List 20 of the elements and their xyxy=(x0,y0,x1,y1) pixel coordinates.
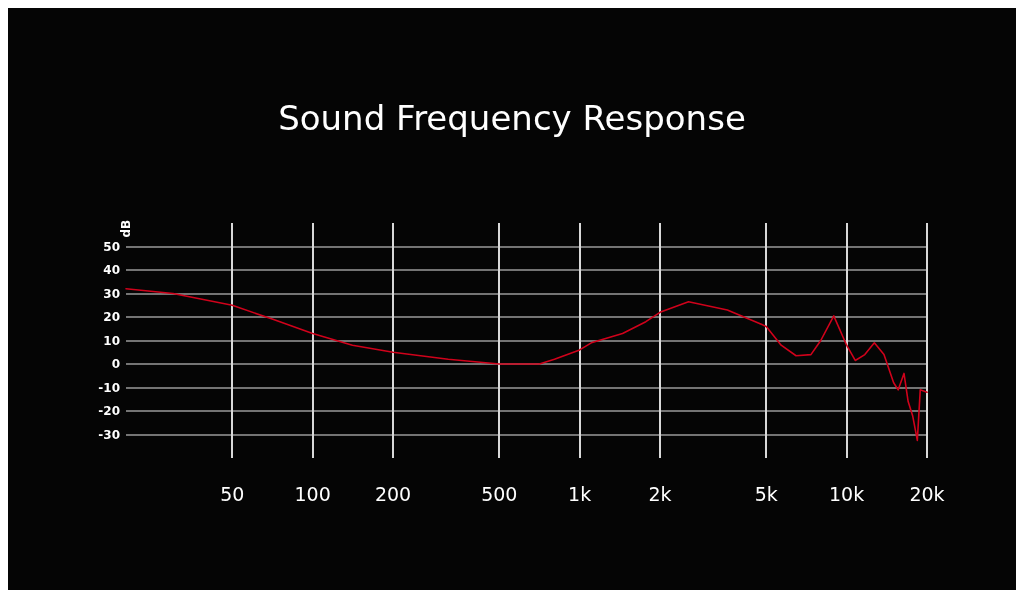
y-tick-label: -20 xyxy=(98,404,120,418)
y-tick-label: 50 xyxy=(103,239,120,254)
y-axis-title: dB xyxy=(119,219,133,238)
x-tick-label: 5k xyxy=(754,482,778,505)
y-tick-label: 40 xyxy=(103,263,120,277)
x-tick-label: 10k xyxy=(829,482,865,505)
x-tick-label: 200 xyxy=(374,482,412,505)
y-tick-label: -10 xyxy=(98,380,120,395)
x-tick-label: 1k xyxy=(568,482,592,505)
x-tick-label: 2k xyxy=(648,482,672,505)
chart-title: Sound Frequency Response xyxy=(278,98,746,138)
y-tick-label: 30 xyxy=(103,286,120,301)
x-tick-label: 100 xyxy=(294,482,331,505)
y-tick-label: 0 xyxy=(111,357,120,371)
x-tick-label: 20k xyxy=(909,482,945,505)
x-tick-label: 500 xyxy=(481,482,518,505)
y-tick-label: 10 xyxy=(103,333,120,348)
y-tick-label: -30 xyxy=(98,427,120,442)
x-tick-label: 50 xyxy=(220,482,245,505)
y-tick-label: 20 xyxy=(103,310,120,324)
